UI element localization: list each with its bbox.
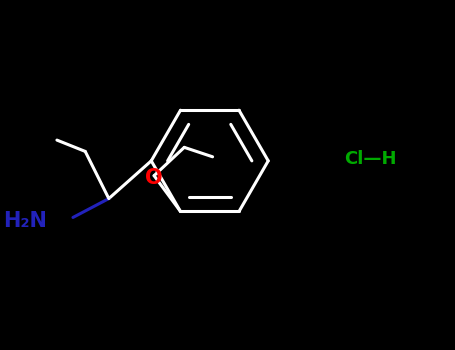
Text: Cl—H: Cl—H [344,150,396,168]
Text: O: O [145,168,163,188]
Text: H₂N: H₂N [3,211,46,231]
